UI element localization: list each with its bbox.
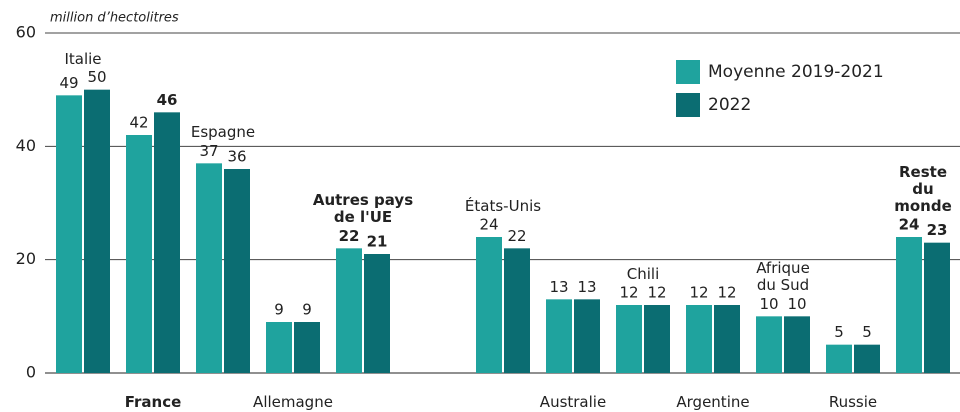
value-label: 24 [899, 216, 920, 234]
value-label: 23 [927, 221, 948, 239]
category-label: Australie [539, 393, 607, 411]
value-label: 24 [479, 216, 498, 234]
value-label: 10 [787, 295, 806, 313]
bar [854, 344, 880, 373]
bar [686, 305, 712, 373]
y-tick-label: 60 [16, 23, 36, 42]
bar [84, 89, 110, 374]
value-label: 49 [59, 74, 78, 92]
bar [154, 112, 180, 373]
bar [714, 305, 740, 373]
value-label: 12 [717, 284, 736, 302]
bar [126, 135, 152, 373]
legend-label: 2022 [708, 95, 751, 115]
value-label: 12 [647, 284, 666, 302]
bar [756, 316, 782, 373]
bar [504, 248, 530, 373]
category-label: Italie [64, 49, 102, 68]
bar [56, 95, 82, 373]
bar [896, 237, 922, 373]
value-label: 46 [157, 91, 178, 109]
bar [826, 344, 852, 373]
bar [336, 248, 362, 373]
bar [266, 322, 292, 373]
legend-swatch [676, 93, 700, 117]
value-label: 42 [129, 114, 148, 132]
value-label: 50 [87, 68, 106, 86]
category-label: États-Unis [464, 197, 542, 215]
value-label: 21 [367, 233, 388, 251]
category-label: Chili [626, 265, 660, 283]
legend-swatch [676, 60, 700, 84]
category-label: Russie [828, 393, 878, 411]
bar [476, 237, 502, 373]
value-label: 5 [834, 323, 844, 341]
value-label: 13 [549, 278, 568, 296]
value-label: 9 [302, 301, 312, 319]
value-label: 22 [339, 227, 360, 245]
category-label: Argentine [676, 393, 750, 411]
bar [364, 254, 390, 373]
value-label: 37 [199, 142, 218, 160]
bar [546, 299, 572, 373]
legend-label: Moyenne 2019-2021 [708, 62, 884, 82]
y-axis-label: million d’hectolitres [50, 11, 179, 26]
bar [294, 322, 320, 373]
bar [924, 242, 950, 373]
category-label: Afrique du Sud [756, 259, 810, 295]
category-label: Espagne [190, 123, 256, 142]
bar [644, 305, 670, 373]
value-label: 22 [507, 227, 526, 245]
value-label: 5 [862, 323, 872, 341]
value-label: 12 [689, 284, 708, 302]
value-label: 13 [577, 278, 596, 296]
bar [616, 305, 642, 373]
category-label: Reste du monde [894, 163, 952, 215]
category-label: Allemagne [253, 393, 333, 411]
bar [224, 169, 250, 373]
value-label: 12 [619, 284, 638, 302]
bar [784, 316, 810, 373]
y-tick-label: 20 [16, 249, 36, 268]
y-tick-label: 40 [16, 136, 36, 155]
value-label: 10 [759, 295, 778, 313]
y-tick-label: 0 [26, 363, 36, 382]
bar [196, 163, 222, 373]
value-label: 9 [274, 301, 284, 319]
value-label: 36 [227, 148, 246, 166]
category-label: France [124, 393, 182, 411]
bar [574, 299, 600, 373]
category-label: Autres pays de l'UE [312, 191, 414, 227]
